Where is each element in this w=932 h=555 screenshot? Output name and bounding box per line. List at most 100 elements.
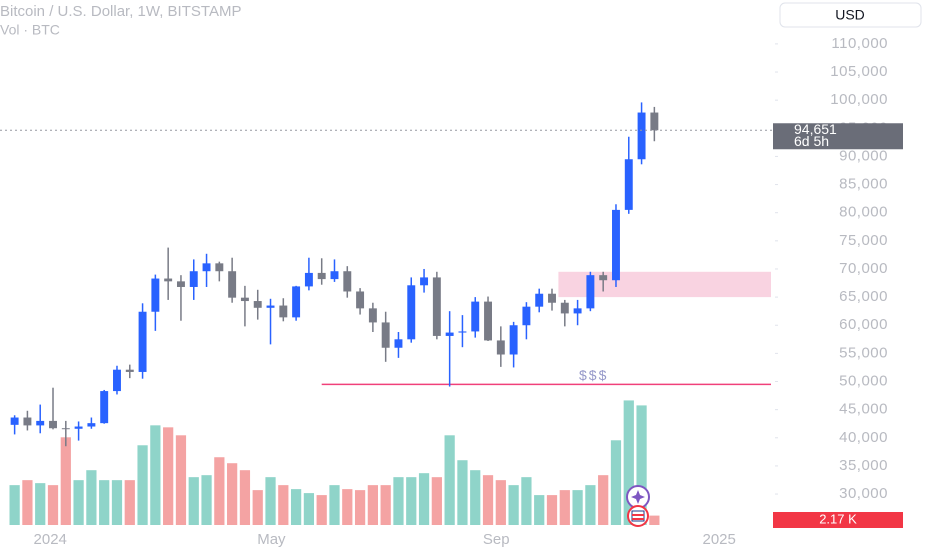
candle-body bbox=[10, 417, 19, 425]
candle-body bbox=[471, 301, 480, 332]
candle-body bbox=[407, 285, 416, 340]
volume-bar bbox=[546, 495, 558, 525]
candle-body bbox=[599, 275, 608, 281]
volume-bar bbox=[470, 470, 481, 525]
currency-label[interactable]: USD bbox=[835, 7, 865, 23]
volume-bar bbox=[86, 470, 97, 525]
volume-bar bbox=[47, 485, 59, 525]
y-tick-label: 40,000 bbox=[839, 429, 888, 446]
volume-bar bbox=[111, 480, 123, 525]
volume-bar bbox=[610, 440, 622, 525]
candle-body bbox=[624, 159, 633, 210]
volume-bar bbox=[393, 477, 404, 525]
volume-tag-label: 2.17 K bbox=[819, 511, 857, 526]
candle-body bbox=[496, 340, 505, 355]
candle-body bbox=[304, 272, 313, 287]
volume-bar bbox=[559, 490, 570, 525]
volume-bar bbox=[623, 400, 634, 525]
candle-body bbox=[394, 339, 403, 348]
volume-bar bbox=[60, 437, 71, 525]
volume-bar bbox=[380, 485, 391, 525]
candle-body bbox=[279, 305, 288, 318]
y-tick-label: 50,000 bbox=[839, 372, 888, 389]
candle-body bbox=[522, 306, 531, 326]
y-tick-label: 100,000 bbox=[830, 91, 888, 108]
candle-body bbox=[36, 420, 45, 426]
y-tick-label: 60,000 bbox=[839, 316, 888, 333]
volume-bar bbox=[354, 490, 366, 525]
candle-body bbox=[445, 332, 454, 336]
volume-bar bbox=[367, 485, 378, 525]
candle-body bbox=[484, 301, 492, 341]
volume-bar bbox=[163, 427, 174, 525]
chart-title: Bitcoin / U.S. Dollar, 1W, BITSTAMP bbox=[0, 3, 241, 20]
indicator-icons bbox=[626, 485, 650, 527]
volume-bar bbox=[22, 480, 33, 525]
candle-body bbox=[330, 271, 339, 280]
y-tick-label: 45,000 bbox=[839, 401, 888, 418]
volume-bar bbox=[316, 495, 327, 525]
candle-body bbox=[560, 302, 569, 314]
volume-bar bbox=[598, 475, 609, 525]
candle-body bbox=[381, 322, 390, 348]
volume-bar bbox=[342, 489, 353, 525]
candle-body bbox=[61, 428, 70, 430]
volume-bar bbox=[99, 480, 110, 525]
candle-body bbox=[317, 272, 326, 280]
y-tick-label: 70,000 bbox=[839, 260, 888, 277]
candle-body bbox=[176, 281, 185, 287]
candle-body bbox=[458, 331, 467, 333]
volume-tag bbox=[773, 512, 903, 528]
y-tick-label: 65,000 bbox=[839, 288, 888, 305]
candle-body bbox=[368, 308, 377, 323]
volume-bar bbox=[495, 480, 506, 525]
y-tick-label: 35,000 bbox=[839, 457, 888, 474]
volume-bar bbox=[239, 470, 251, 525]
y-tick-label: 80,000 bbox=[839, 204, 888, 221]
candle-body bbox=[535, 293, 544, 307]
volume-bar bbox=[227, 463, 238, 525]
candle-body bbox=[23, 417, 32, 426]
volume-bar bbox=[508, 485, 519, 525]
volume-bar bbox=[175, 435, 187, 525]
candle-body bbox=[432, 277, 441, 336]
candle-body bbox=[650, 112, 659, 131]
candle-body bbox=[49, 420, 57, 429]
last-price-label: 94,651 bbox=[794, 121, 837, 137]
candle-body bbox=[87, 423, 96, 427]
candle-body bbox=[125, 369, 134, 372]
volume-bar bbox=[329, 485, 340, 525]
volume-bar bbox=[431, 477, 442, 525]
candle-body bbox=[586, 275, 595, 309]
volume-bar bbox=[137, 445, 148, 525]
candle-body bbox=[189, 271, 198, 287]
volume-bar bbox=[265, 477, 276, 525]
candle-body bbox=[138, 311, 147, 372]
candle-body bbox=[548, 293, 556, 303]
volume-bar bbox=[35, 483, 46, 525]
candle-body bbox=[240, 297, 249, 302]
candle-body bbox=[356, 291, 365, 309]
volume-bar bbox=[521, 477, 532, 525]
currency-button[interactable] bbox=[779, 2, 922, 28]
candle-body bbox=[215, 263, 224, 272]
candle-body bbox=[113, 369, 121, 392]
candle-body bbox=[74, 426, 83, 429]
candle-body bbox=[202, 263, 211, 272]
candle-body bbox=[253, 301, 262, 308]
x-tick-label: Sep bbox=[483, 531, 510, 548]
candle-body bbox=[612, 209, 620, 281]
volume-bar bbox=[572, 490, 583, 525]
y-tick-label: 30,000 bbox=[839, 485, 888, 502]
last-price-tag bbox=[773, 123, 903, 150]
y-tick-label: 85,000 bbox=[839, 176, 888, 193]
volume-bar bbox=[418, 473, 430, 525]
volume-bar bbox=[457, 460, 468, 525]
y-tick-label: 105,000 bbox=[830, 63, 888, 80]
volume-bar bbox=[406, 477, 417, 525]
y-tick-label: 55,000 bbox=[839, 344, 888, 361]
y-tick-label: 110,000 bbox=[831, 35, 888, 52]
y-tick-label: 75,000 bbox=[839, 232, 888, 249]
volume-bar bbox=[9, 485, 20, 525]
candle-body bbox=[573, 308, 582, 314]
